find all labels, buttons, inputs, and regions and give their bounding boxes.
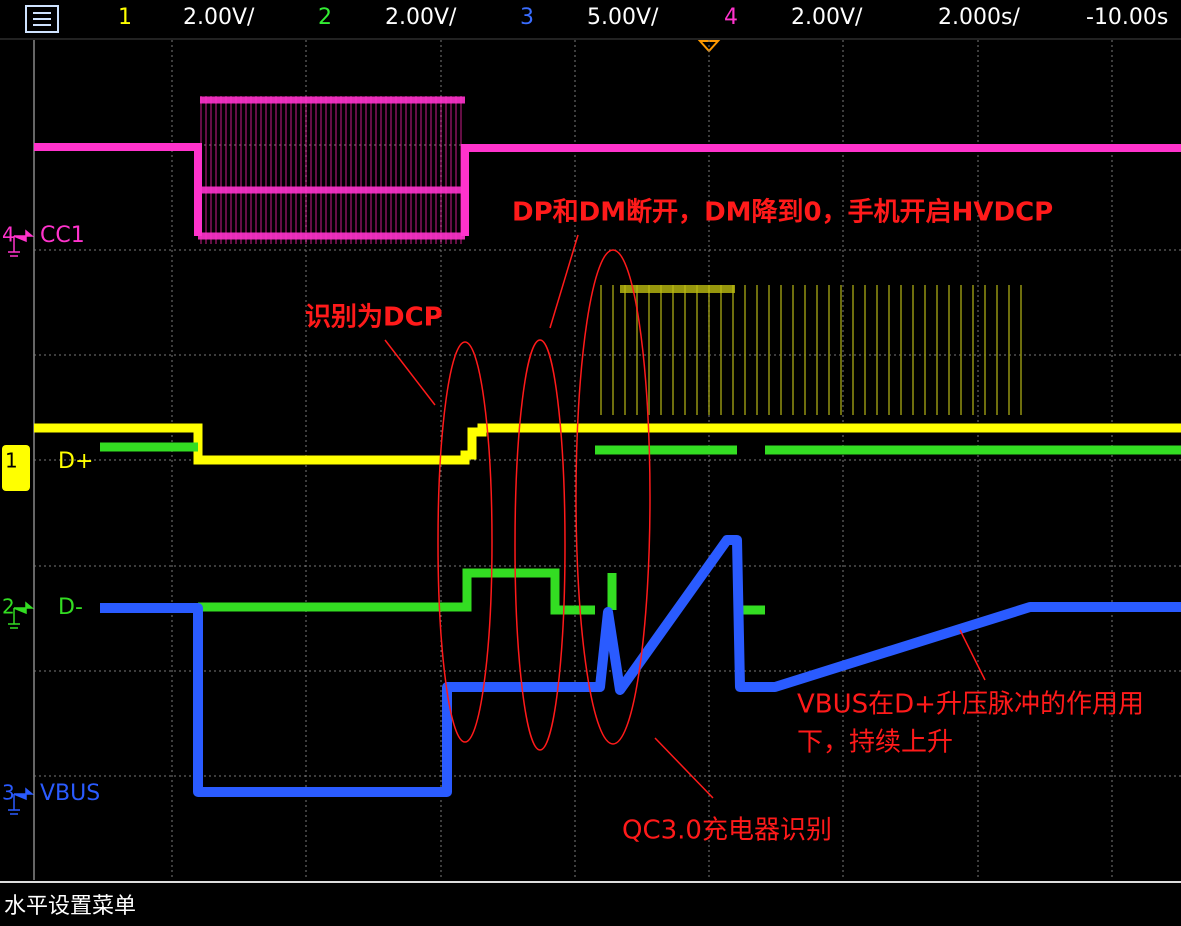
menu-icon bbox=[33, 12, 51, 26]
dminus-high bbox=[100, 442, 1181, 455]
ch3-marker: 3 VBUS bbox=[2, 781, 100, 815]
status-bar bbox=[0, 884, 1181, 926]
dminus-trace bbox=[198, 568, 765, 615]
ch2-marker: 2 D- bbox=[2, 595, 83, 629]
ch3-ground bbox=[8, 787, 35, 815]
annotation-qc3: QC3.0充电器识别 bbox=[622, 816, 832, 846]
ch3-label: VBUS bbox=[40, 781, 100, 806]
toolbar bbox=[0, 0, 1181, 38]
status-text[interactable]: 水平设置菜单 bbox=[4, 894, 136, 919]
ch4-marker: 4 CC1 bbox=[2, 223, 85, 257]
dplus-trace bbox=[34, 423, 1181, 465]
annotation-shapes bbox=[384, 234, 986, 799]
ch4-number[interactable]: 4 bbox=[724, 5, 738, 30]
annotation-dcp: 识别为DCP bbox=[305, 303, 443, 333]
ch1-marker: 1 D+ bbox=[2, 445, 93, 491]
ch2-label: D- bbox=[58, 595, 83, 620]
cc1-burst bbox=[198, 96, 465, 244]
ch3-number[interactable]: 3 bbox=[520, 5, 534, 30]
ch2-scale[interactable]: 2.00V/ bbox=[385, 5, 457, 30]
ch4-ground bbox=[8, 229, 35, 257]
annotation-hvdcp: DP和DM断开，DM降到0，手机开启HVDCP bbox=[512, 197, 1053, 228]
ch4-label: CC1 bbox=[40, 223, 85, 248]
cc1-burst-levels bbox=[198, 96, 465, 240]
dplus-pulse-top bbox=[620, 285, 735, 293]
ch4-scale[interactable]: 2.00V/ bbox=[791, 5, 863, 30]
ch1-scale[interactable]: 2.00V/ bbox=[183, 5, 255, 30]
annotation-vbus-line2: 下，持续上升 bbox=[797, 728, 953, 758]
menu-button[interactable] bbox=[25, 5, 59, 33]
annotation-vbus-line1: VBUS在D+升压脉冲的作用用 bbox=[797, 690, 1144, 720]
ch3-marker-number: 3 bbox=[2, 781, 15, 805]
delay[interactable]: -10.00s bbox=[1086, 5, 1168, 30]
ch1-marker-number: 1 bbox=[5, 449, 18, 473]
ch2-ground bbox=[8, 601, 35, 629]
ch1-marker-box bbox=[2, 445, 30, 491]
ch1-number[interactable]: 1 bbox=[118, 5, 132, 30]
ch2-marker-number: 2 bbox=[2, 595, 15, 619]
ch1-label: D+ bbox=[58, 449, 93, 474]
vbus-trace bbox=[100, 535, 1181, 797]
dplus-pulses bbox=[600, 285, 1030, 415]
timebase[interactable]: 2.000s/ bbox=[938, 5, 1020, 30]
ch2-number[interactable]: 2 bbox=[318, 5, 332, 30]
cc1-trace bbox=[34, 143, 1181, 236]
ch4-marker-number: 4 bbox=[2, 223, 15, 247]
ch3-scale[interactable]: 5.00V/ bbox=[587, 5, 659, 30]
